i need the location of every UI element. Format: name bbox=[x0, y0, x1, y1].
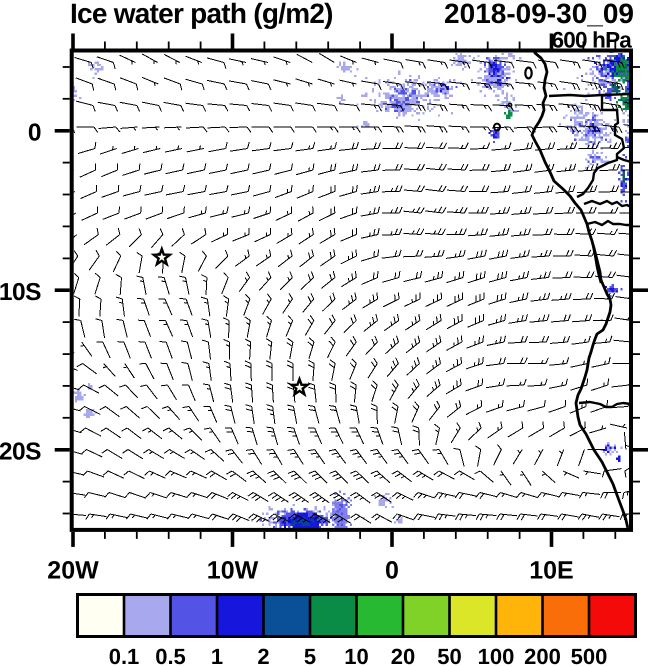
svg-text:500: 500 bbox=[571, 644, 608, 667]
svg-text:2: 2 bbox=[257, 644, 269, 667]
svg-text:0.1: 0.1 bbox=[109, 644, 140, 667]
svg-text:Ice water path (g/m2): Ice water path (g/m2) bbox=[70, 0, 333, 29]
svg-text:10S: 10S bbox=[0, 279, 41, 306]
svg-text:10E: 10E bbox=[529, 557, 573, 585]
svg-text:100: 100 bbox=[478, 644, 515, 667]
svg-text:600 hPa: 600 hPa bbox=[552, 28, 633, 53]
svg-text:1: 1 bbox=[211, 644, 223, 667]
svg-text:10W: 10W bbox=[207, 557, 259, 585]
svg-text:20S: 20S bbox=[0, 438, 41, 465]
svg-text:10: 10 bbox=[344, 644, 368, 667]
svg-text:5: 5 bbox=[304, 644, 316, 667]
svg-text:20: 20 bbox=[391, 644, 415, 667]
svg-text:50: 50 bbox=[437, 644, 461, 667]
svg-text:20W: 20W bbox=[47, 557, 99, 585]
svg-text:0.5: 0.5 bbox=[155, 644, 186, 667]
svg-text:0: 0 bbox=[385, 557, 399, 585]
svg-text:0: 0 bbox=[28, 119, 41, 146]
svg-text:2018-09-30_09: 2018-09-30_09 bbox=[444, 0, 634, 29]
svg-text:200: 200 bbox=[524, 644, 561, 667]
